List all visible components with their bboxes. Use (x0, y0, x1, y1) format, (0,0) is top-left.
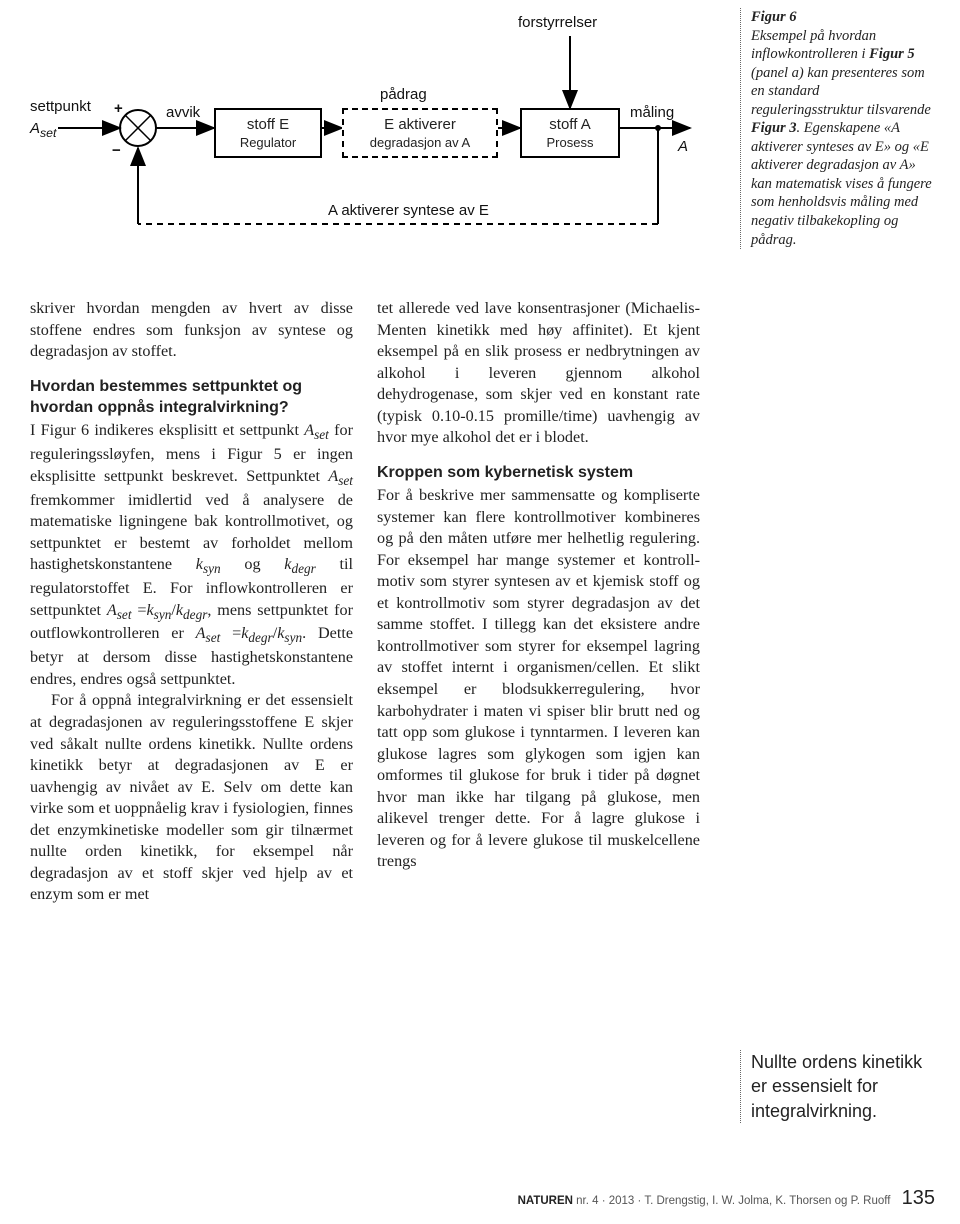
label-A: A (678, 138, 688, 155)
sym-aset4: A (196, 624, 206, 642)
sym-aset3-sub: set (117, 607, 132, 622)
paragraph-3: For å oppnå integralvirkning er det esse… (30, 690, 353, 905)
box-regulator: stoff E Regulator (214, 108, 322, 158)
box-regulator-l1: stoff E (216, 116, 320, 133)
box-process-l2: Prosess (522, 135, 618, 150)
eq1a: = (132, 601, 147, 619)
caption-body1: Eksempel på hvordan inflowkontrolleren i (751, 28, 876, 63)
box-process: stoff A Prosess (520, 108, 620, 158)
caption-ref1: Figur 5 (869, 46, 915, 62)
label-Aset: Aset (30, 120, 56, 140)
sym-ksyn2-sub: syn (154, 607, 172, 622)
eq2a: = (220, 624, 241, 642)
sym-ksyn2: k (146, 601, 153, 619)
sym-aset-sub: set (314, 427, 329, 442)
p2a: I Figur 6 indikeres eksplisitt et settpu… (30, 421, 304, 439)
sym-ksyn: k (196, 555, 203, 573)
box-process-l1: stoff A (522, 116, 618, 133)
caption-body2: (panel a) kan presenteres som en standar… (751, 65, 931, 118)
caption-body3: . Egenskapene «A aktiverer synteses av E… (751, 120, 932, 247)
sym-kdegr2-sub: degr (183, 607, 207, 622)
heading-kybernetisk: Kroppen som kybernetisk system (377, 462, 700, 483)
label-settpunkt: settpunkt (30, 98, 91, 115)
box-regulator-l2: Regulator (216, 135, 320, 150)
label-Aset-main: A (30, 120, 40, 137)
sym-aset: A (304, 421, 314, 439)
p2d: og (221, 555, 285, 573)
label-avvik: avvik (166, 104, 200, 121)
sym-aset2: A (328, 467, 338, 485)
figure-6-diagram: stoff E Regulator E aktiverer degradasjo… (30, 8, 700, 288)
box-activator-l1: E aktiverer (344, 116, 496, 133)
label-plus: + (114, 100, 123, 117)
paragraph-1: skriver hvordan mengden av hvert av diss… (30, 298, 353, 363)
paragraph-4: For å beskrive mer sammensatte og kompli… (377, 485, 700, 873)
sym-kdegr2: k (176, 601, 183, 619)
sym-kdegr3-sub: degr (248, 631, 272, 646)
caption-title: Figur 6 (751, 9, 797, 25)
paragraph-2: I Figur 6 indikeres eksplisitt et settpu… (30, 420, 353, 690)
paragraph-3b: tet allerede ved lave konsentrasjoner (M… (377, 298, 700, 449)
box-activator-l2: degradasjon av A (344, 135, 496, 150)
label-minus: − (112, 142, 121, 159)
box-activator: E aktiverer degradasjon av A (342, 108, 498, 158)
footer-page: 135 (902, 1187, 935, 1209)
label-feedback: A aktiverer syntese av E (328, 202, 489, 219)
footer-issue: nr. 4 · 2013 · T. Drengstig, I. W. Jolma… (576, 1195, 890, 1207)
sym-kdegr-sub: degr (291, 561, 315, 576)
label-forstyrrelser: forstyrrelser (518, 14, 597, 31)
label-maling: måling (630, 104, 674, 121)
page-footer: NATUREN nr. 4 · 2013 · T. Drengstig, I. … (30, 1187, 935, 1210)
article-body: skriver hvordan mengden av hvert av diss… (30, 298, 700, 906)
footer-journal: NATUREN (518, 1195, 573, 1207)
caption-ref2: Figur 3 (751, 120, 797, 136)
sym-ksyn-sub: syn (203, 561, 221, 576)
sym-aset3: A (107, 601, 117, 619)
heading-settpunkt: Hvordan bestemmes settpunktet og hvordan… (30, 376, 353, 419)
figure-caption: Figur 6 Eksempel på hvordan inflowkontro… (740, 8, 935, 249)
sym-ksyn3-sub: syn (284, 631, 302, 646)
pull-quote: Nullte ordens kinetikk er essensielt for… (740, 1050, 935, 1123)
label-padrag: pådrag (380, 86, 427, 103)
sym-aset4-sub: set (206, 631, 221, 646)
sym-aset2-sub: set (338, 473, 353, 488)
label-Aset-sub: set (40, 126, 56, 140)
